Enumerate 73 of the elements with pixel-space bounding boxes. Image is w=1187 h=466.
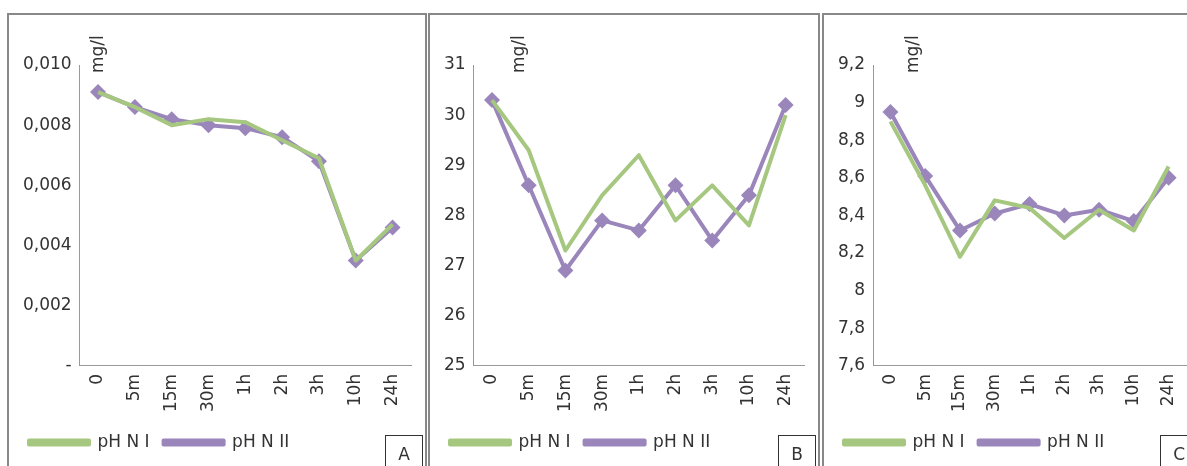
point: [986, 205, 1003, 222]
y-tick-label: 9: [854, 91, 866, 112]
y-tick-label: 26: [443, 304, 466, 325]
point: [777, 97, 794, 114]
point: [882, 104, 899, 120]
y-tick-label: 28: [443, 203, 466, 224]
x-tick-label: 3h: [1087, 373, 1108, 396]
point: [704, 232, 721, 249]
x-tick-label: 2h: [663, 373, 684, 396]
text: B: [778, 435, 816, 466]
y-axis-title: mg/l: [902, 35, 922, 73]
y-tick-label: 0,002: [23, 294, 72, 315]
y-tick-label: 9,2: [837, 53, 866, 74]
x-tick-label: 0: [878, 373, 899, 385]
x-tick-label: 30m: [196, 373, 217, 413]
x-tick-label: 24h: [381, 373, 402, 407]
y-tick-label: 31: [443, 53, 466, 74]
y-tick-label: 0,006: [23, 173, 72, 194]
x-tick-label: 15m: [553, 373, 574, 413]
y-axis-title: mg/l: [508, 35, 528, 73]
y-tick-label: 8: [854, 279, 866, 300]
x-tick-label: 5m: [123, 373, 144, 402]
x-tick-label: 15m: [948, 373, 969, 413]
point: [557, 262, 574, 279]
y-tick-label: 30: [443, 103, 466, 124]
x-tick-label: 30m: [590, 373, 611, 413]
legend-label: pH N II: [232, 430, 290, 451]
y-tick-label: 29: [443, 153, 466, 174]
point: [520, 177, 537, 194]
x-tick-label: 15m: [160, 373, 181, 413]
y-tick-label: 7,8: [837, 316, 866, 337]
point: [630, 222, 647, 239]
y-tick-label: -: [65, 354, 72, 375]
y-tick-label: 27: [443, 253, 466, 274]
y-tick-label: 8,8: [837, 128, 866, 149]
x-tick-label: 3h: [700, 373, 721, 396]
x-tick-label: 30m: [983, 373, 1004, 413]
x-tick-label: 10h: [1122, 373, 1143, 407]
legend-label: pH N I: [97, 430, 150, 451]
x-tick-label: 0: [86, 373, 107, 385]
point: [667, 177, 684, 194]
y-axis-title: mg/l: [87, 35, 107, 73]
x-tick-label: 1h: [1017, 373, 1038, 396]
x-tick-label: 5m: [517, 373, 538, 402]
x-tick-label: 10h: [737, 373, 758, 407]
y-tick-label: 0,010: [23, 53, 72, 74]
point: [740, 187, 757, 204]
y-tick-label: 0,004: [23, 233, 72, 254]
x-tick-label: 1h: [627, 373, 648, 396]
y-tick-label: 25: [443, 354, 466, 375]
y-tick-label: 8,6: [837, 166, 866, 187]
x-tick-label: 2h: [1052, 373, 1073, 396]
x-tick-label: 24h: [774, 373, 795, 407]
point: [951, 222, 968, 239]
y-tick-label: 0,008: [23, 113, 72, 134]
y-tick-label: 8,2: [837, 241, 866, 262]
x-tick-label: 24h: [1157, 373, 1178, 407]
legend-label: pH N II: [653, 430, 711, 451]
y-tick-label: 7,6: [837, 354, 866, 375]
point: [594, 212, 611, 229]
x-tick-label: 5m: [913, 373, 934, 402]
x-tick-label: 2h: [270, 373, 291, 396]
y-tick-label: 8,4: [837, 203, 866, 224]
legend-label: pH N II: [1047, 430, 1105, 451]
x-tick-label: 3h: [307, 373, 328, 396]
x-tick-label: 10h: [344, 373, 365, 407]
point: [1056, 207, 1073, 224]
text: C: [1160, 435, 1187, 466]
legend-label: pH N I: [518, 430, 571, 451]
text: A: [385, 435, 423, 466]
x-tick-label: 0: [480, 373, 501, 385]
legend-label: pH N I: [912, 430, 965, 451]
x-tick-label: 1h: [233, 373, 254, 396]
